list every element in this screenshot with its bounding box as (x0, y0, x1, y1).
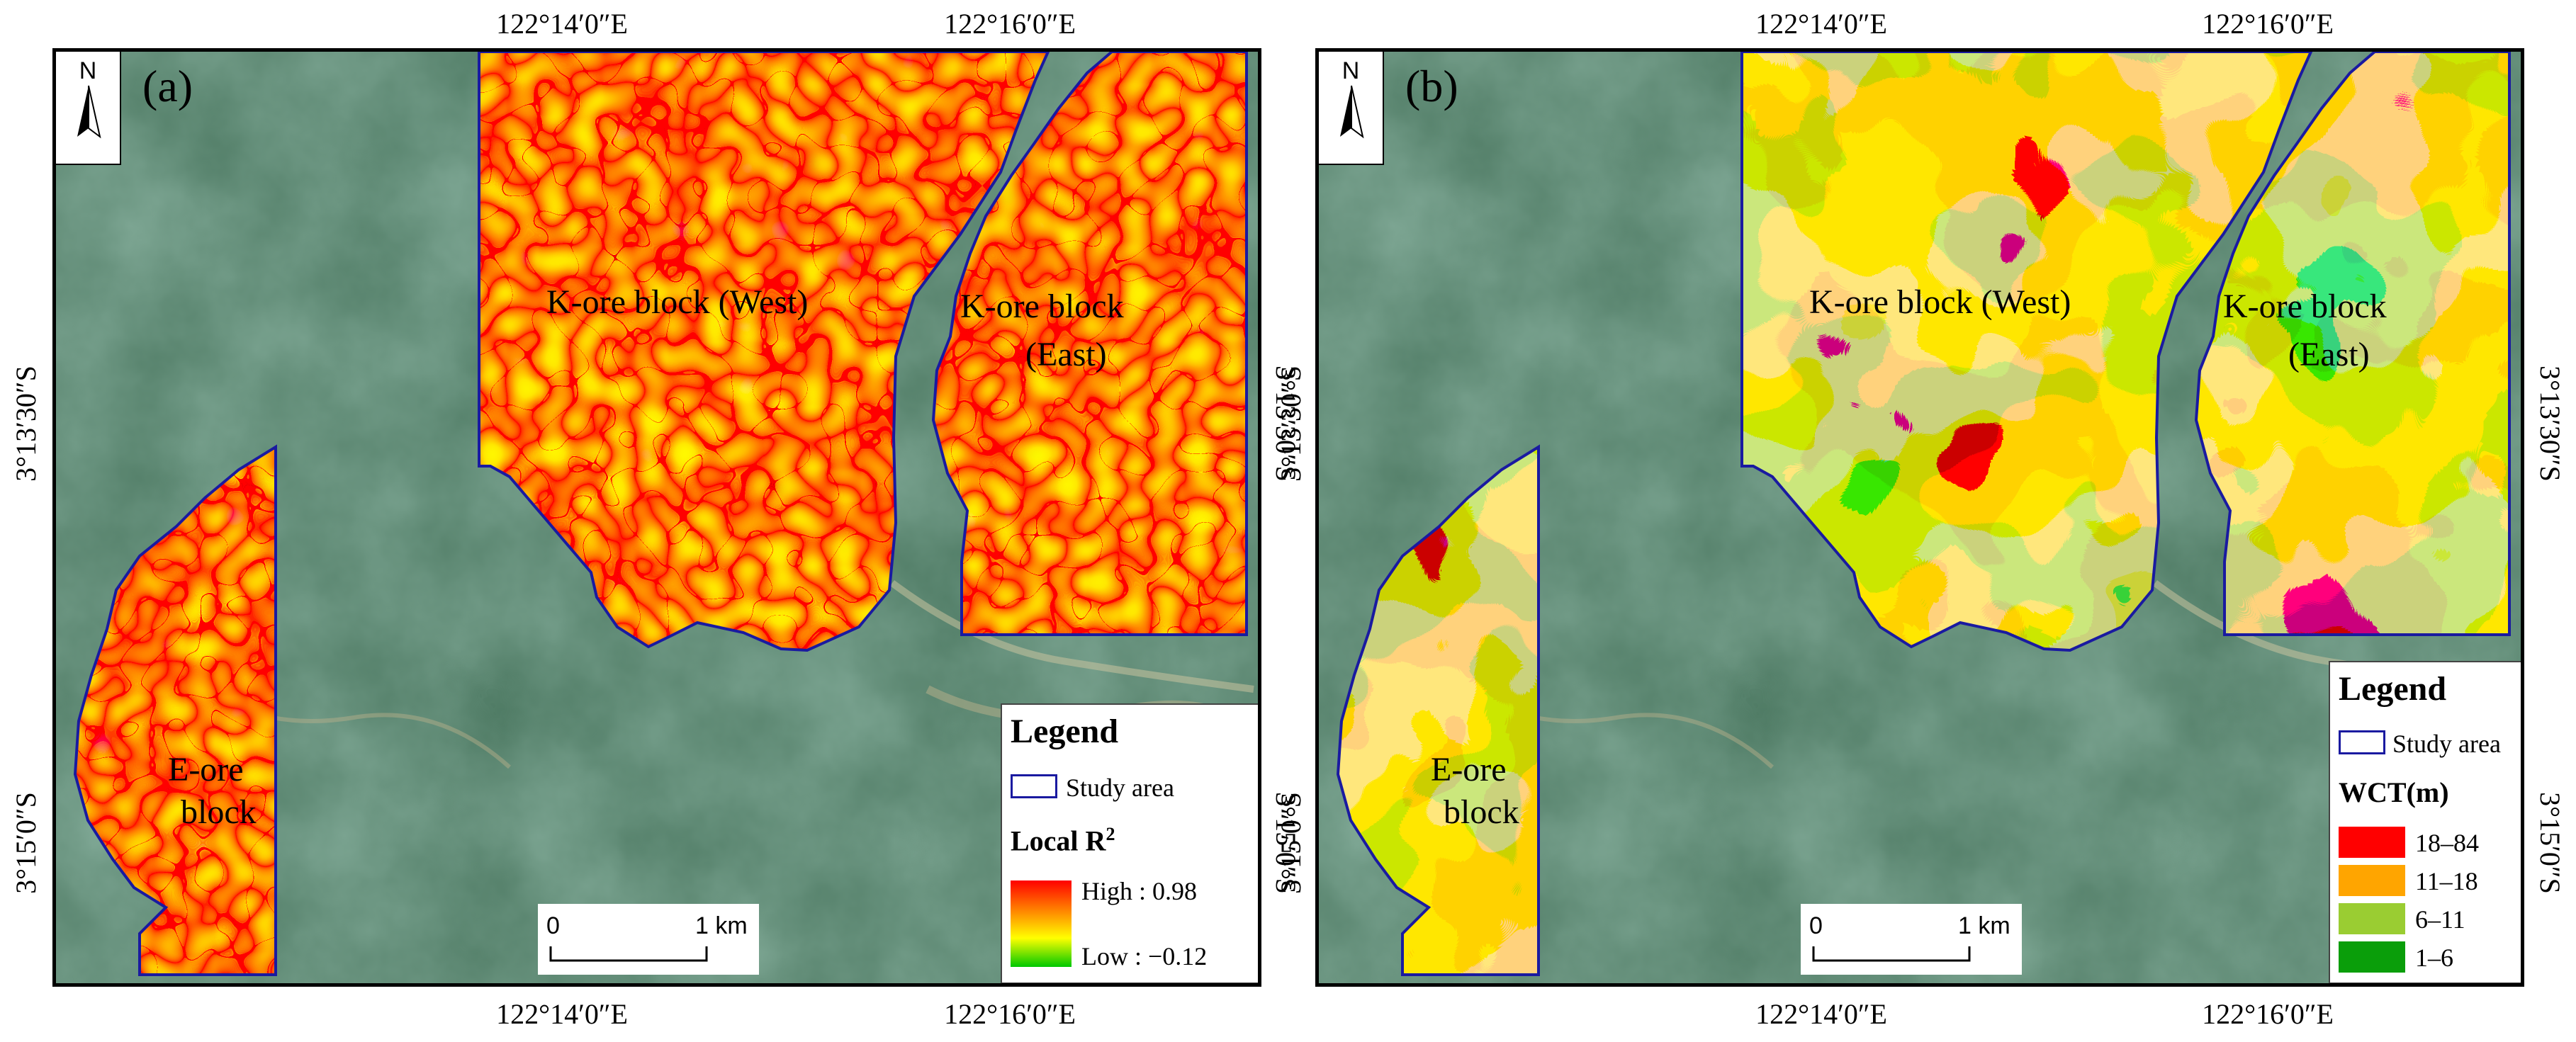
legend-title: Legend (1011, 713, 1119, 750)
wct-class-swatch (2339, 941, 2405, 973)
block-label-east-line2: (East) (1025, 336, 1107, 373)
block-label-e-line1: E-ore (1431, 751, 1507, 788)
map-panel-a[interactable]: N (a) K-ore block (West) K-ore block (Ea… (52, 48, 1261, 987)
block-label-west: K-ore block (West) (1809, 283, 2071, 321)
longitude-label: 122°14′0″E (496, 998, 628, 1030)
wct-class-label: 11–18 (2415, 867, 2478, 895)
wct-title: WCT(m) (2339, 776, 2449, 808)
wct-class-swatch (2339, 903, 2405, 934)
panel-label-b: (b) (1405, 61, 1458, 111)
block-label-east-line1: K-ore block (960, 288, 1124, 325)
local-r2-title: Local R2 (1011, 824, 1115, 857)
wct-class-label: 6–11 (2415, 905, 2465, 934)
latitude-label: 3°13′30″S (1275, 366, 1307, 482)
study-area-label: Study area (1066, 774, 1174, 802)
legend-a: Legend Study area Local R2 High : 0.98 L… (1001, 703, 1258, 983)
north-label: N (1342, 57, 1360, 84)
latitude-label: 3°15′0″S (10, 792, 42, 894)
high-label: High : 0.98 (1081, 877, 1198, 905)
wct-class-label: 18–84 (2415, 829, 2479, 857)
north-arrow-icon (77, 85, 101, 139)
block-label-east-line2: (East) (2288, 336, 2370, 373)
longitude-label: 122°14′0″E (1755, 998, 1887, 1030)
scale-bar-line (1812, 946, 1971, 962)
study-area-boundary-e (1336, 444, 1540, 976)
scale-start: 0 (546, 912, 560, 939)
block-label-west: K-ore block (West) (546, 283, 809, 321)
wct-class-swatch (2339, 865, 2405, 896)
map-canvas-b (1319, 52, 2521, 983)
study-area-boundary-east (2194, 52, 2511, 636)
study-area-boundary-e (73, 444, 277, 976)
wct-class-label: 1–6 (2415, 944, 2453, 972)
scale-end: 1 km (1958, 912, 2010, 939)
map-canvas-a (56, 52, 1258, 983)
north-arrow: N (56, 52, 121, 165)
block-label-e-line1: E-ore (168, 751, 244, 788)
scale-bar: 0 1 km (1801, 904, 2022, 975)
block-label-east-line1: K-ore block (2223, 288, 2387, 325)
study-area-boundary-east (931, 52, 1248, 636)
longitude-label: 122°16′0″E (944, 8, 1076, 40)
longitude-label: 122°16′0″E (944, 998, 1076, 1030)
map-panel-b[interactable]: N (b) K-ore block (West) K-ore block (Ea… (1315, 48, 2524, 987)
block-label-e-line2: block (181, 793, 257, 831)
legend-title: Legend (2339, 670, 2447, 708)
wct-class-swatch (2339, 827, 2405, 858)
longitude-label: 122°14′0″E (496, 8, 628, 40)
legend-b: Legend Study area WCT(m) 18–84 11–18 6–11 1… (2329, 661, 2521, 983)
study-area-swatch (2339, 730, 2385, 754)
longitude-label: 122°14′0″E (1755, 8, 1887, 40)
block-label-e-line2: block (1444, 793, 1519, 831)
north-arrow: N (1319, 52, 1384, 165)
study-area-swatch (1011, 774, 1057, 798)
study-area-boundary-west (1740, 52, 2313, 652)
north-label: N (79, 57, 97, 84)
study-area-boundary-west (478, 52, 1050, 652)
r2-color-ramp (1011, 880, 1072, 967)
panel-label-a: (a) (142, 61, 193, 111)
latitude-label: 3°15′0″S (2534, 792, 2566, 894)
low-label: Low : −0.12 (1081, 942, 1208, 970)
latitude-label: 3°13′30″S (2534, 366, 2566, 482)
longitude-label: 122°16′0″E (2202, 8, 2334, 40)
scale-start: 0 (1809, 912, 1823, 939)
scale-bar: 0 1 km (538, 904, 759, 975)
north-arrow-icon (1340, 85, 1364, 139)
scale-bar-line (549, 946, 708, 962)
scale-end: 1 km (695, 912, 748, 939)
longitude-label: 122°16′0″E (2202, 998, 2334, 1030)
latitude-label: 3°13′30″S (10, 366, 42, 482)
latitude-label: 3°15′0″S (1275, 792, 1307, 894)
study-area-label: Study area (2392, 730, 2501, 758)
